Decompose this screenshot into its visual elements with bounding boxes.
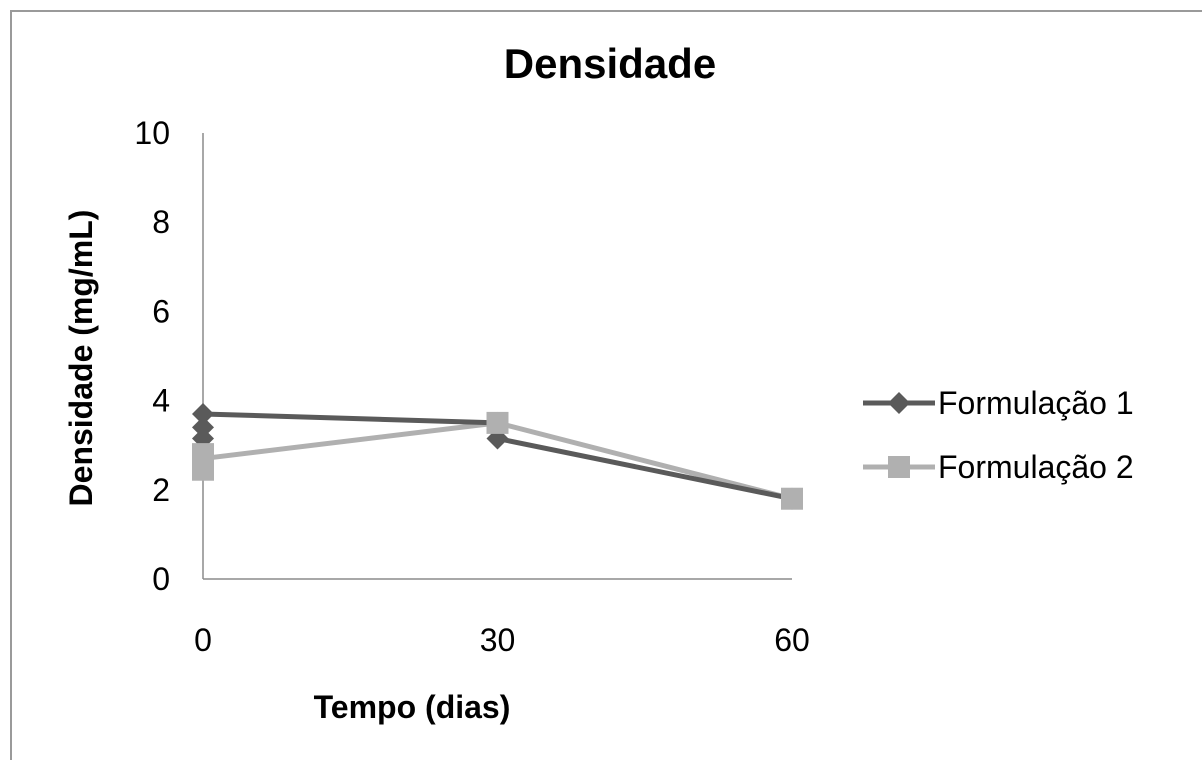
series-2-point xyxy=(192,458,214,481)
x-axis-title: Tempo (dias) xyxy=(314,689,511,725)
chart-title: Densidade xyxy=(504,40,716,87)
chart-frame xyxy=(10,10,1202,760)
y-axis-title: Densidade (mg/mL) xyxy=(63,210,99,507)
series-markers xyxy=(192,402,803,510)
y-tick-label: 8 xyxy=(152,204,170,240)
x-tick-label: 0 xyxy=(194,622,212,658)
series-2-point xyxy=(781,487,803,510)
axes xyxy=(202,133,792,580)
series-1-point xyxy=(192,402,214,425)
y-tick-label: 2 xyxy=(152,472,170,508)
x-tick-label: 60 xyxy=(774,622,810,658)
legend-marker-2 xyxy=(888,456,910,478)
legend: Formulação 1 Formulação 2 xyxy=(863,385,1134,485)
legend-label-2: Formulação 2 xyxy=(938,449,1134,485)
y-tick-label: 6 xyxy=(152,293,170,329)
y-tick-label: 4 xyxy=(152,383,170,419)
tick-labels: 0 2 4 6 8 10 0 30 60 xyxy=(134,115,809,658)
x-tick-label: 30 xyxy=(480,622,516,658)
series-2-point xyxy=(486,411,509,434)
legend-marker-1 xyxy=(888,392,910,414)
series-1-point xyxy=(192,416,214,439)
y-tick-label: 10 xyxy=(134,115,170,151)
legend-label-1: Formulação 1 xyxy=(938,385,1134,421)
y-tick-label: 0 xyxy=(152,561,170,597)
